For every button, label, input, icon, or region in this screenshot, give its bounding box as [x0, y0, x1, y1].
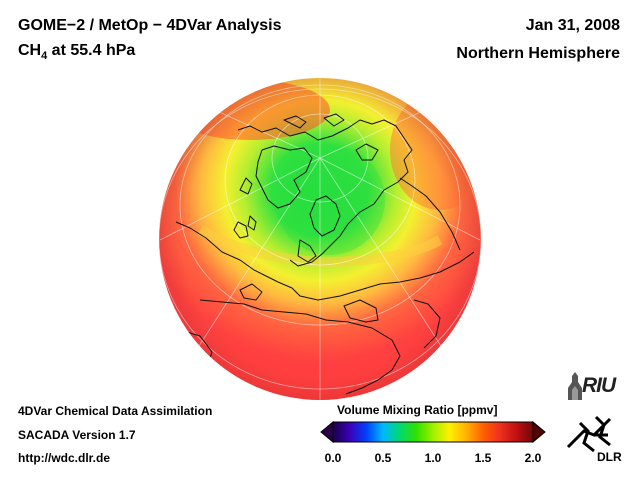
colorbar-tick: 1.0 — [424, 451, 442, 465]
colorbar-tick: 0.5 — [374, 451, 392, 465]
map-title: GOME−2 / MetOp − 4DVar Analysis — [18, 17, 282, 34]
colorbar-title: Volume Mixing Ratio [ppmv] — [337, 403, 498, 417]
colorbar-scale — [332, 421, 534, 443]
colorbar-tick: 0.0 — [324, 451, 342, 465]
date-label: Jan 31, 2008 — [525, 17, 620, 34]
colorbar — [320, 421, 546, 443]
colorbar-min-arrow — [320, 421, 334, 443]
credit-line-2: SACADA Version 1.7 — [18, 428, 136, 442]
pressure-label: at 55.4 hPa — [47, 42, 136, 59]
credit-line-1: 4DVar Chemical Data Assimilation — [18, 404, 213, 418]
riu-logo-icon — [568, 372, 582, 400]
map-subtitle: CH4 at 55.4 hPa — [18, 42, 135, 62]
dlr-logo-text: DLR — [597, 450, 622, 464]
colorbar-tick: 2.0 — [524, 451, 542, 465]
globe-shading — [159, 78, 481, 400]
species-label: CH — [18, 42, 42, 59]
colorbar-max-arrow — [532, 421, 546, 443]
riu-logo-text: RIU — [582, 374, 616, 397]
credit-line-3: http://wdc.dlr.de — [18, 451, 110, 465]
species-subscript: 4 — [41, 50, 48, 63]
dlr-logo-icon — [566, 415, 612, 453]
colorbar-tick: 1.5 — [474, 451, 492, 465]
region-label: Northern Hemisphere — [456, 45, 620, 62]
